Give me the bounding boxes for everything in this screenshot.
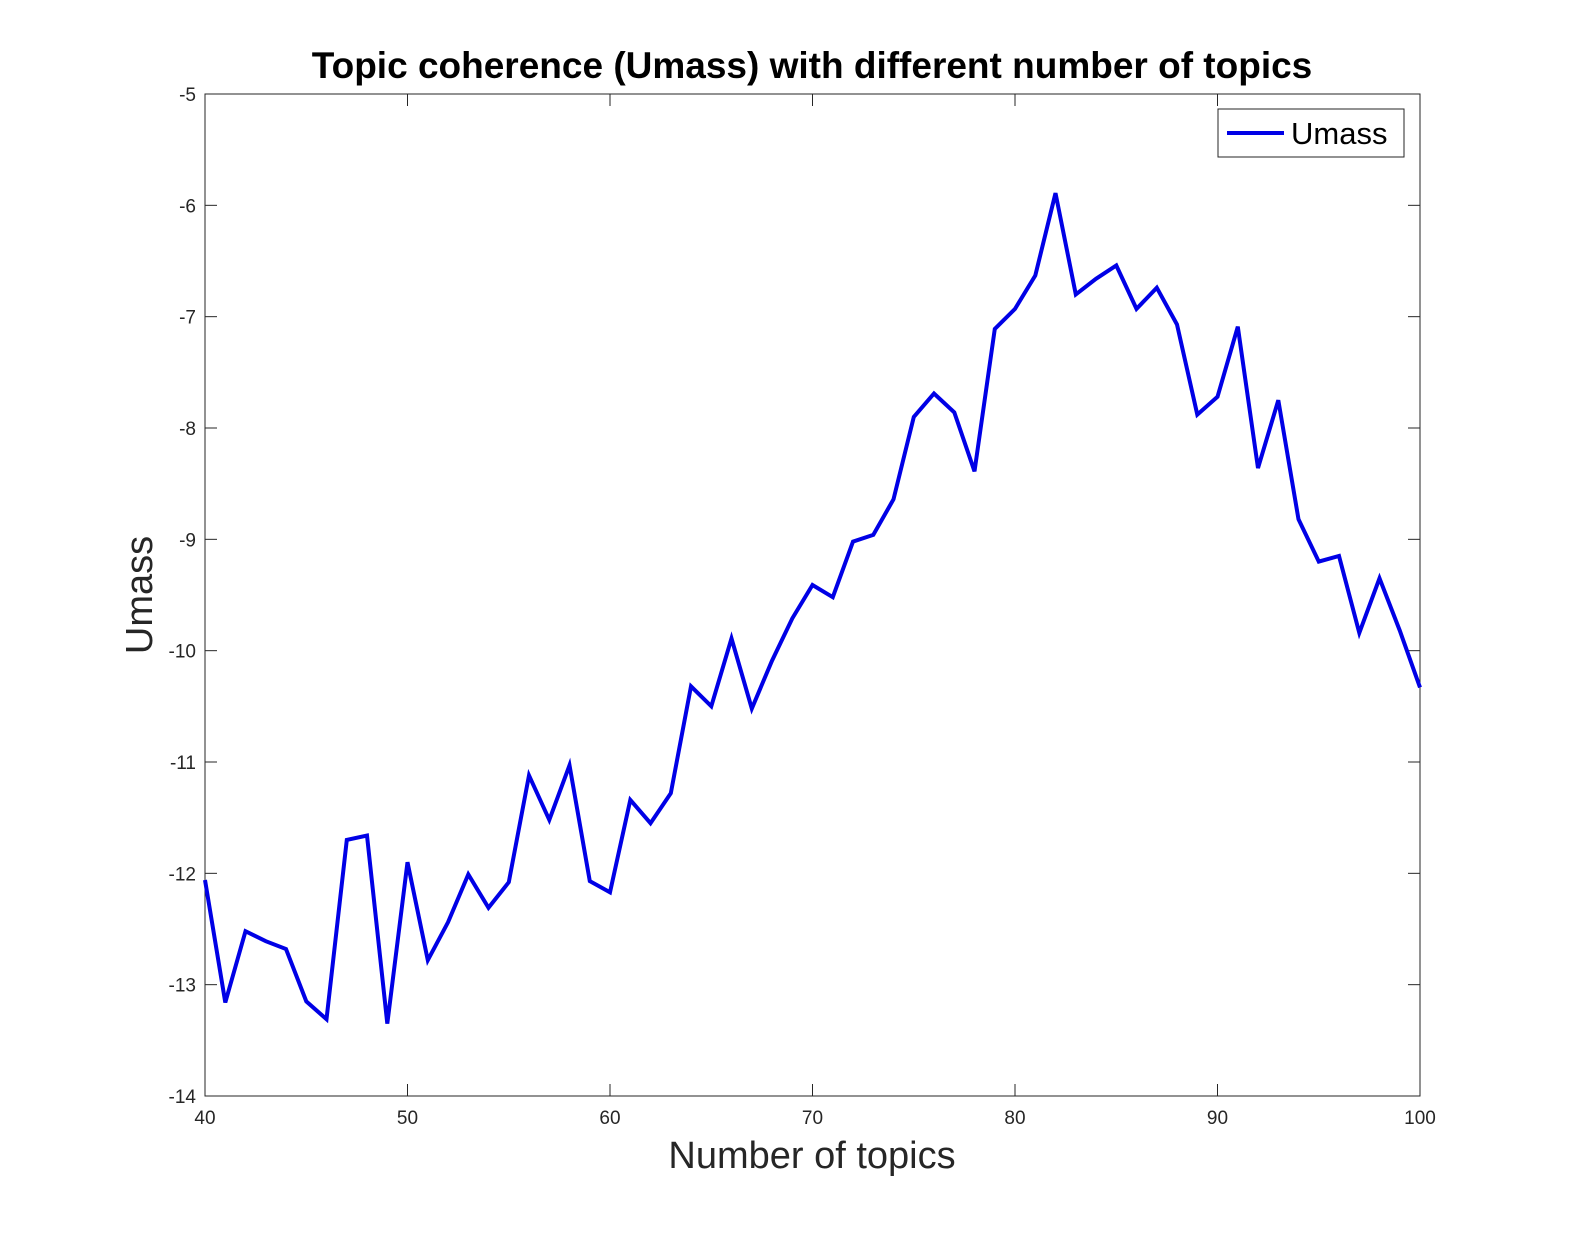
chart-title: Topic coherence (Umass) with different n… [312, 45, 1313, 86]
y-tick-label: -9 [179, 530, 196, 551]
y-tick-label: -10 [169, 642, 196, 663]
axis-ticks: 40 50 60 70 80 90 100 -5 -6 -7 -8 -9 -10 -11 -12 -13 -14 [169, 85, 1436, 1129]
y-tick-label: -7 [179, 308, 196, 329]
y-tick-label: -8 [179, 419, 196, 440]
series-line-umass [203, 192, 1422, 1024]
x-tick-label: 40 [194, 1108, 215, 1129]
x-tick-label: 90 [1207, 1108, 1228, 1129]
series-lines [203, 192, 1422, 1024]
legend: Umass [1217, 108, 1405, 158]
legend-label-umass: Umass [1291, 116, 1387, 151]
y-tick-label: -14 [169, 1087, 197, 1108]
x-axis-label: Number of topics [668, 1135, 955, 1177]
y-tick-label: -5 [179, 85, 196, 106]
y-tick-label: -13 [169, 976, 196, 997]
y-tick-label: -6 [179, 196, 196, 217]
x-tick-label: 70 [802, 1108, 823, 1129]
y-tick-label: -11 [170, 753, 196, 774]
x-tick-label: 80 [1004, 1108, 1025, 1129]
x-tick-label: 50 [397, 1108, 418, 1129]
x-tick-label: 60 [599, 1108, 620, 1129]
y-axis-label: Umass [119, 536, 161, 654]
x-tick-label: 100 [1404, 1108, 1436, 1129]
y-tick-label: -12 [169, 864, 196, 885]
